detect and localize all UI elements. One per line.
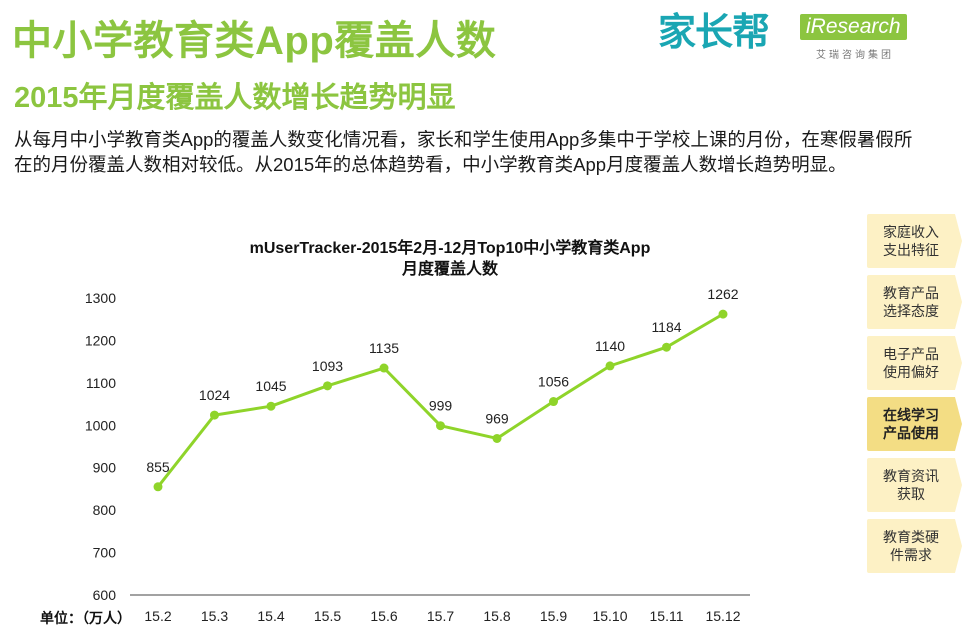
x-tick-label: 15.6 [370, 608, 397, 624]
iresearch-logo-text: iResearch [800, 14, 907, 40]
x-tick-label: 15.9 [540, 608, 567, 624]
sidebar-item-3[interactable]: 在线学习 产品使用 [867, 397, 962, 451]
data-label: 1262 [707, 286, 738, 302]
chart-title-line: 月度覆盖人数 [401, 261, 498, 278]
y-tick-label: 700 [93, 545, 117, 561]
data-label: 969 [485, 410, 509, 426]
page-title: 中小学教育类App覆盖人数 [12, 19, 497, 63]
y-tick-label: 800 [93, 502, 117, 518]
data-point [210, 410, 219, 420]
data-label: 1135 [369, 340, 399, 356]
data-point [549, 397, 558, 407]
data-label: 1184 [651, 319, 681, 335]
jiazhangbang-logo: 家长帮 [658, 8, 786, 58]
data-point [662, 342, 671, 352]
x-tick-label: 15.7 [427, 608, 454, 624]
iresearch-logo: iResearch 艾瑞咨询集团 [800, 14, 950, 64]
chart-title: mUserTracker-2015年2月-12月Top10中小学教育类App 月… [210, 238, 690, 280]
x-tick-label: 15.8 [483, 608, 510, 624]
x-tick-label: 15.4 [257, 608, 284, 624]
x-tick-label: 15.3 [201, 608, 228, 624]
sidebar-item-0[interactable]: 家庭收入 支出特征 [867, 214, 962, 268]
sidebar-item-5[interactable]: 教育类硬 件需求 [867, 519, 962, 573]
data-label: 1140 [595, 338, 625, 354]
y-tick-label: 1200 [85, 332, 116, 348]
data-point [718, 309, 728, 319]
jiazhangbang-logo-text: 家长帮 [658, 12, 770, 54]
sidebar-item-1[interactable]: 教育产品 选择态度 [867, 275, 962, 329]
sidebar-item-4[interactable]: 教育资讯 获取 [867, 458, 962, 512]
sidebar-item-2[interactable]: 电子产品 使用偏好 [867, 336, 962, 390]
y-tick-label: 900 [93, 460, 117, 476]
data-point [153, 482, 163, 492]
data-point [266, 401, 276, 411]
chart-title-line: mUserTracker-2015年2月-12月Top10中小学教育类App [249, 240, 651, 257]
data-label: 855 [146, 459, 170, 475]
description-text: 从每月中小学教育类App的覆盖人数变化情况看，家长和学生使用App多集中于学校上… [14, 129, 913, 175]
y-tick-label: 1300 [85, 290, 116, 306]
data-label: 1056 [538, 374, 569, 390]
data-label: 1024 [199, 387, 230, 403]
data-point [605, 361, 615, 371]
y-tick-label: 1000 [85, 417, 116, 433]
data-label: 1093 [312, 358, 343, 374]
x-tick-label: 15.12 [705, 608, 740, 624]
y-tick-label: 600 [93, 587, 117, 603]
y-tick-label: 1100 [86, 375, 116, 391]
sidebar-nav: 家庭收入 支出特征 教育产品 选择态度 电子产品 使用偏好 在线学习 产品使用 教育资讯… [867, 214, 962, 580]
data-point [492, 433, 502, 443]
data-point [379, 363, 389, 373]
x-tick-label: 15.5 [314, 608, 341, 624]
x-tick-label: 15.11 [650, 608, 684, 624]
data-label: 1045 [255, 378, 286, 394]
unit-label: 单位：（万人） [40, 610, 131, 626]
iresearch-logo-subtext: 艾瑞咨询集团 [816, 50, 894, 61]
data-point [436, 421, 445, 431]
data-point [323, 381, 332, 391]
page-subtitle: 2015年月度覆盖人数增长趋势明显 [14, 82, 456, 114]
data-label: 999 [429, 398, 453, 414]
x-tick-label: 15.10 [592, 608, 627, 624]
x-tick-label: 15.2 [144, 608, 171, 624]
